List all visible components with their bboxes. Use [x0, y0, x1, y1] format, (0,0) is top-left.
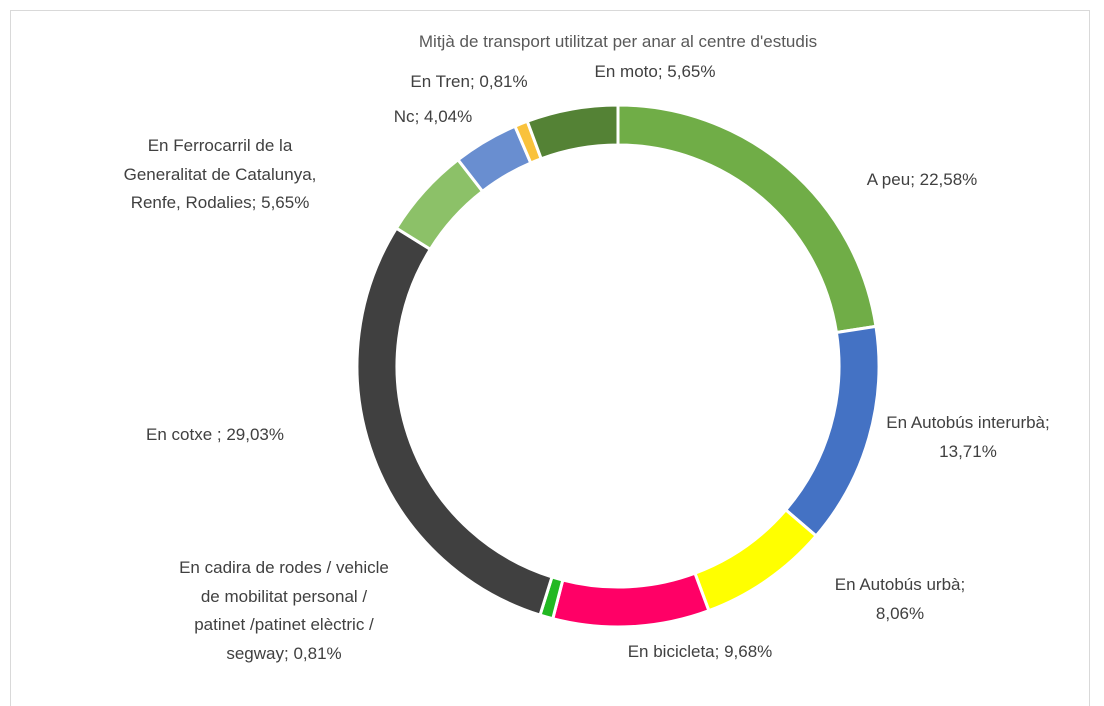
label-separator: ;: [283, 643, 294, 663]
label-category: En Autobús urbà: [834, 575, 961, 594]
data-label: Nc; 4,04%: [373, 103, 493, 132]
donut-slice: [525, 103, 620, 161]
label-category: Nc: [393, 107, 415, 126]
donut-slice: [550, 571, 711, 629]
label-value: 22,58%: [919, 170, 978, 189]
label-value: 8,06%: [875, 603, 925, 623]
label-category: En cotxe: [146, 425, 217, 444]
donut-slice: [616, 103, 878, 335]
donut-slice: [783, 324, 881, 539]
label-value: 13,71%: [939, 441, 997, 461]
label-value: 0,81%: [293, 643, 342, 663]
label-separator: ;: [216, 425, 227, 444]
data-label: En cadira de rodes / vehicle de mobilita…: [179, 554, 389, 668]
label-category: A peu: [866, 170, 911, 189]
label-value: 29,03%: [226, 425, 284, 444]
label-separator: ;: [960, 575, 966, 594]
label-category: En bicicleta: [627, 642, 715, 661]
label-separator: ;: [657, 62, 668, 81]
chart-frame: [10, 10, 1090, 706]
label-separator: ;: [414, 107, 425, 126]
label-separator: ;: [469, 72, 480, 91]
data-label: En Ferrocarril de la Generalitat de Cata…: [120, 132, 320, 218]
data-label: En Autobús interurbà; 13,71%: [878, 409, 1058, 466]
label-category: En Ferrocarril de la Generalitat de Cata…: [123, 136, 317, 212]
label-value: 4,04%: [424, 107, 473, 126]
data-label: En Autobús urbà; 8,06%: [815, 571, 985, 628]
label-separator: ;: [714, 642, 725, 661]
label-value: 0,81%: [479, 72, 528, 91]
data-label: En cotxe ; 29,03%: [95, 421, 335, 450]
label-category: En Autobús interurbà: [886, 413, 1046, 432]
data-label: En bicicleta; 9,68%: [590, 638, 810, 667]
data-label: A peu; 22,58%: [812, 166, 1032, 195]
label-separator: ;: [1045, 413, 1050, 432]
label-value: 9,68%: [724, 642, 773, 661]
label-separator: ;: [251, 193, 262, 212]
label-category: En cadira de rodes / vehicle de mobilita…: [179, 558, 389, 663]
donut-slice: [693, 507, 819, 613]
data-label: En Tren; 0,81%: [369, 68, 569, 97]
label-separator: ;: [910, 170, 920, 189]
label-category: En Tren: [410, 72, 470, 91]
label-category: En moto: [594, 62, 658, 81]
label-value: 5,65%: [667, 62, 716, 81]
label-value: 5,65%: [261, 193, 310, 212]
chart-title: Mitjà de transport utilitzat per anar al…: [418, 32, 818, 51]
data-label: En moto; 5,65%: [555, 58, 755, 87]
